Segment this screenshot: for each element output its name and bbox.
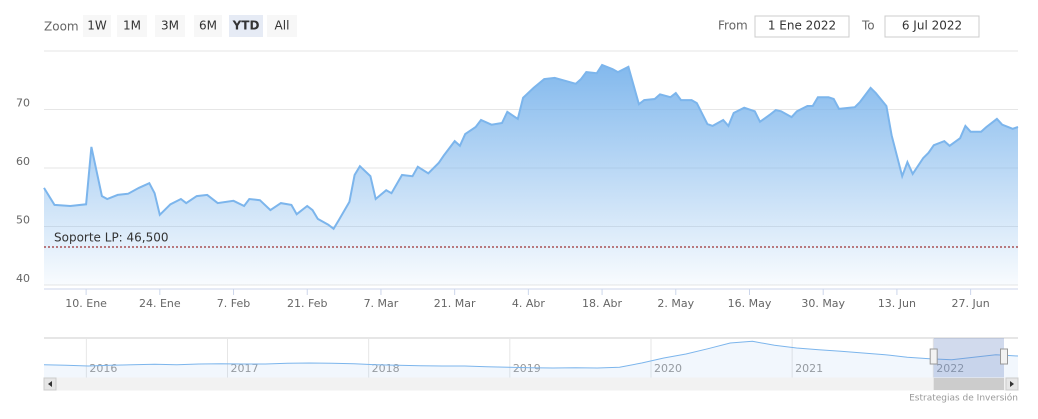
from-value[interactable]: 1 Ene 2022 bbox=[768, 19, 836, 33]
x-tick-label: 21. Mar bbox=[434, 297, 476, 310]
credits: Estrategias de Inversión bbox=[909, 393, 1018, 404]
navigator-year: 2021 bbox=[795, 362, 823, 375]
x-tick-label: 7. Feb bbox=[217, 297, 250, 310]
to-value[interactable]: 6 Jul 2022 bbox=[902, 19, 962, 33]
x-tick-label: 21. Feb bbox=[287, 297, 327, 310]
navigator-year: 2020 bbox=[654, 362, 682, 375]
range-button-label[interactable]: 1M bbox=[123, 19, 141, 33]
navigator-year: 2017 bbox=[231, 362, 259, 375]
navigator-line bbox=[43, 340, 1019, 369]
range-button-label[interactable]: YTD bbox=[232, 19, 260, 33]
navigator-selection[interactable] bbox=[933, 338, 1004, 378]
from-input[interactable] bbox=[754, 15, 850, 38]
support-label: Soporte LP: 46,500 bbox=[54, 230, 169, 244]
arrow-right bbox=[1010, 381, 1014, 387]
from-label: From bbox=[718, 19, 748, 33]
x-tick-label: 30. May bbox=[801, 297, 845, 310]
area-fill bbox=[44, 65, 1018, 285]
range-button[interactable] bbox=[194, 15, 222, 37]
scrollbar-track bbox=[43, 377, 1019, 391]
range-button[interactable] bbox=[229, 15, 263, 37]
range-button-label[interactable]: 6M bbox=[199, 19, 217, 33]
zoom-label: Zoom bbox=[44, 20, 79, 34]
x-tick-label: 27. Jun bbox=[952, 297, 990, 310]
range-button[interactable] bbox=[155, 15, 185, 37]
x-tick-label: 18. Abr bbox=[582, 297, 622, 310]
navigator-area bbox=[44, 341, 1018, 378]
arrow-left bbox=[48, 381, 52, 387]
y-tick-label: 40 bbox=[16, 272, 30, 285]
y-tick-label: 50 bbox=[16, 214, 30, 227]
range-button[interactable] bbox=[267, 15, 297, 37]
x-tick-label: 7. Mar bbox=[364, 297, 399, 310]
y-tick-label: 70 bbox=[16, 97, 30, 110]
x-tick-label: 24. Ene bbox=[139, 297, 181, 310]
range-button-label[interactable]: All bbox=[275, 19, 290, 33]
navigator-year: 2022 bbox=[936, 362, 964, 375]
navigator-handle[interactable] bbox=[1000, 348, 1008, 365]
to-label: To bbox=[861, 19, 875, 33]
navigator-year: 2019 bbox=[513, 362, 541, 375]
price-line bbox=[43, 63, 1019, 231]
x-tick-label: 4. Abr bbox=[512, 297, 545, 310]
range-button-label[interactable]: 3M bbox=[161, 19, 179, 33]
x-tick-label: 13. Jun bbox=[878, 297, 916, 310]
range-button[interactable] bbox=[117, 15, 147, 37]
scrollbar-thumb[interactable] bbox=[933, 378, 1004, 390]
x-tick-label: 16. May bbox=[728, 297, 772, 310]
x-tick-label: 10. Ene bbox=[65, 297, 107, 310]
navigator-handle[interactable] bbox=[929, 348, 938, 365]
y-tick-label: 60 bbox=[16, 155, 30, 168]
x-tick-label: 2. May bbox=[657, 297, 694, 310]
range-button[interactable] bbox=[83, 15, 111, 37]
to-input[interactable] bbox=[884, 15, 980, 38]
range-button-label[interactable]: 1W bbox=[87, 19, 107, 33]
